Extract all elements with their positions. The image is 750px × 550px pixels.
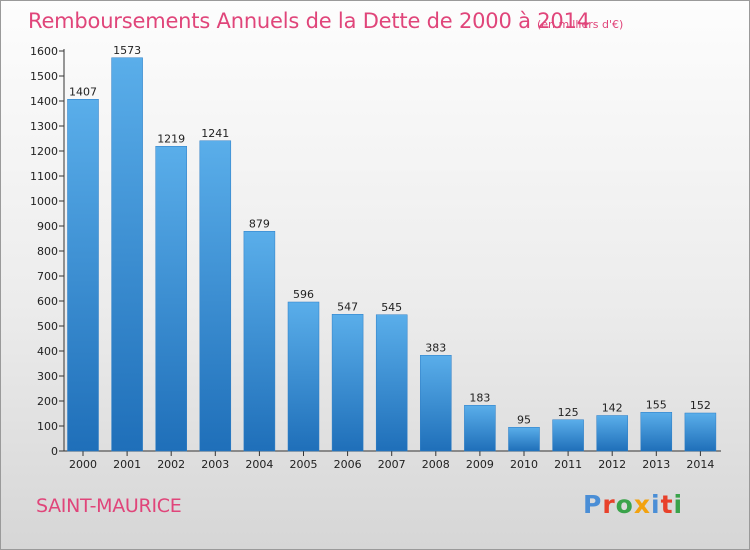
data-label: 1241: [201, 127, 229, 140]
x-tick-label: 2012: [598, 458, 626, 471]
logo-letter: i: [651, 490, 661, 519]
data-label: 95: [517, 413, 531, 426]
logo-letter: r: [602, 490, 616, 519]
bar-2010: [508, 427, 540, 452]
bar-2006: [331, 314, 364, 452]
y-tick-label: 500: [37, 320, 58, 333]
x-tick-label: 2005: [290, 458, 318, 471]
data-label: 152: [690, 399, 711, 412]
x-tick-label: 2001: [113, 458, 141, 471]
x-tick-label: 2002: [157, 458, 185, 471]
y-tick-label: 100: [37, 420, 58, 433]
y-tick-label: 200: [37, 395, 58, 408]
bar-2001: [111, 57, 143, 452]
data-label: 596: [293, 288, 314, 301]
data-label: 545: [381, 301, 402, 314]
y-tick-label: 900: [37, 220, 58, 233]
bar-2003: [199, 140, 232, 452]
y-tick-label: 800: [37, 245, 58, 258]
y-tick-label: 0: [51, 445, 58, 458]
data-label: 1407: [69, 85, 97, 98]
x-tick-label: 2004: [245, 458, 273, 471]
y-tick-label: 1200: [30, 145, 58, 158]
data-label: 125: [558, 406, 579, 419]
data-label: 383: [425, 341, 446, 354]
bar-2011: [552, 419, 584, 452]
x-tick-label: 2014: [686, 458, 714, 471]
x-tick-label: 2009: [466, 458, 494, 471]
data-label: 1219: [157, 132, 185, 145]
y-tick-label: 400: [37, 345, 58, 358]
data-label: 1573: [113, 44, 141, 57]
data-label: 155: [646, 398, 667, 411]
y-tick-label: 1400: [30, 95, 58, 108]
bar-2004: [243, 231, 276, 452]
y-tick-label: 1100: [30, 170, 58, 183]
y-tick-label: 600: [37, 295, 58, 308]
bar-2007: [375, 314, 408, 452]
chart-labels: 2000 1407 2001 1573 2002 1219 2003 1241 2004 879 2…: [69, 44, 714, 471]
bar-2014: [684, 412, 717, 452]
y-tick-label: 1500: [30, 70, 58, 83]
logo-letter: i: [673, 490, 684, 519]
y-tick-label: 1300: [30, 120, 58, 133]
bar-2013: [640, 412, 673, 452]
data-label: 142: [602, 402, 623, 415]
bar-2009: [464, 405, 496, 452]
x-tick-label: 2003: [201, 458, 229, 471]
data-label: 879: [249, 217, 270, 230]
logo-letter: t: [660, 490, 674, 519]
x-tick-label: 2010: [510, 458, 538, 471]
logo-letter: P: [583, 490, 603, 519]
x-tick-label: 2000: [69, 458, 97, 471]
y-tick-label: 700: [37, 270, 58, 283]
y-tick-label: 300: [37, 370, 58, 383]
commune-name: SAINT-MAURICE: [36, 495, 182, 517]
proxiti-logo: Proxiti: [583, 490, 683, 519]
chart-title: Remboursements Annuels de la Dette de 20…: [28, 9, 590, 33]
chart-unit: (en milliers d'€): [537, 18, 624, 31]
chart-axes: 0 100 200 300 400 500 600 700 800 900 1000 1100 1200…: [30, 45, 721, 458]
bar-2000: [67, 99, 99, 452]
bar-2008: [420, 355, 452, 452]
bar-2005: [287, 301, 320, 452]
x-tick-label: 2007: [378, 458, 406, 471]
y-tick-label: 1000: [30, 195, 58, 208]
chart-bars: [67, 57, 717, 452]
x-tick-label: 2008: [422, 458, 450, 471]
logo-letter: o: [615, 490, 634, 519]
data-label: 183: [469, 391, 490, 404]
x-tick-label: 2006: [334, 458, 362, 471]
x-tick-label: 2011: [554, 458, 582, 471]
y-tick-label: 1600: [30, 45, 58, 58]
x-tick-label: 2013: [642, 458, 670, 471]
logo-letter: x: [633, 490, 651, 519]
bar-2012: [596, 415, 628, 452]
bar-2002: [155, 146, 187, 452]
data-label: 547: [337, 300, 358, 313]
